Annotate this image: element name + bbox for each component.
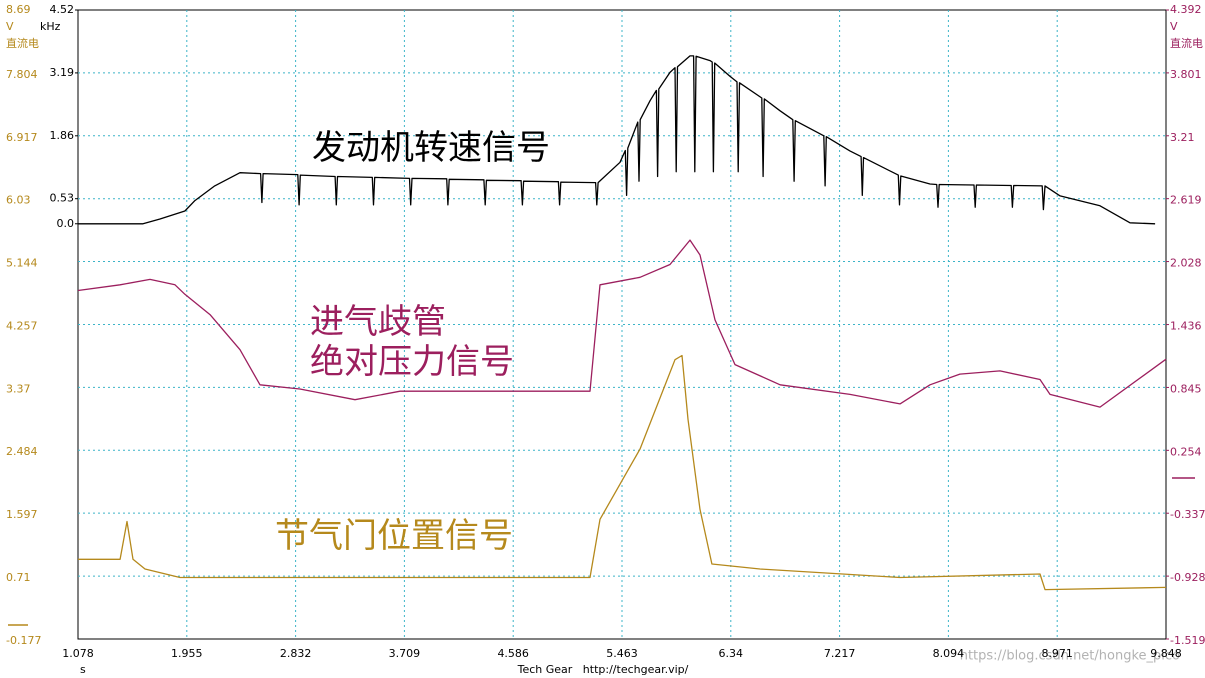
signal-line bbox=[78, 354, 1167, 591]
y2-tick-label: 1.436 bbox=[1170, 320, 1202, 333]
x-tick-label: 3.709 bbox=[389, 647, 421, 660]
y-tick-label: 0.71 bbox=[6, 571, 31, 584]
y3-tick-label: 1.86 bbox=[50, 129, 75, 142]
y2-tick-label: -0.928 bbox=[1170, 571, 1205, 584]
y3-tick-label: 0.53 bbox=[50, 192, 75, 205]
x-tick-label: 9.848 bbox=[1150, 647, 1182, 660]
x-tick-label: 5.463 bbox=[606, 647, 638, 660]
y3-tick-label: 0.0 bbox=[57, 217, 75, 230]
signal-name: 发动机转速信号 bbox=[312, 128, 550, 168]
y-desc: 直流电 bbox=[6, 36, 39, 50]
x-tick-label: 2.832 bbox=[280, 647, 312, 660]
x-tick-label: 8.971 bbox=[1041, 647, 1073, 660]
y3-tick-label: 4.52 bbox=[50, 3, 75, 16]
y-tick-label: -0.177 bbox=[6, 634, 41, 647]
y3-unit: kHz bbox=[40, 20, 61, 33]
y2-desc: 直流电 bbox=[1170, 36, 1203, 50]
y-tick-label: 3.37 bbox=[6, 382, 31, 395]
y2-tick-label: -1.519 bbox=[1170, 634, 1205, 647]
x-tick-label: 7.217 bbox=[824, 647, 856, 660]
y2-tick-label: 0.254 bbox=[1170, 445, 1202, 458]
x-tick-label: 8.094 bbox=[933, 647, 965, 660]
y-tick-label: 5.144 bbox=[6, 257, 38, 270]
y2-unit: V bbox=[1170, 20, 1178, 33]
x-tick-label: 1.955 bbox=[171, 647, 203, 660]
signal-name: 节气门位置信号 bbox=[275, 516, 513, 556]
x-tick-label: 4.586 bbox=[497, 647, 529, 660]
y2-tick-label: 0.845 bbox=[1170, 382, 1202, 395]
y-tick-label: 6.03 bbox=[6, 194, 31, 207]
y-tick-label: 8.69 bbox=[6, 3, 31, 16]
y2-tick-label: 3.801 bbox=[1170, 68, 1202, 81]
signal-line bbox=[77, 239, 1167, 408]
x-tick-label: 6.34 bbox=[719, 647, 744, 660]
y2-tick-label: 3.21 bbox=[1170, 131, 1195, 144]
footer: Tech Gear http://techgear.vip/ bbox=[517, 663, 689, 676]
y-tick-label: 2.484 bbox=[6, 445, 38, 458]
signal-name: 进气歧管 绝对压力信号 bbox=[310, 302, 514, 382]
y2-tick-label: 4.392 bbox=[1170, 3, 1202, 16]
plot-frame bbox=[77, 9, 1167, 640]
y2-tick-label: -0.337 bbox=[1170, 508, 1205, 521]
y-unit: V bbox=[6, 20, 14, 33]
y-tick-label: 6.917 bbox=[6, 131, 38, 144]
y-tick-label: 4.257 bbox=[6, 319, 38, 332]
y-tick-label: 1.597 bbox=[6, 508, 38, 521]
y2-tick-label: 2.028 bbox=[1170, 257, 1202, 270]
signal-line bbox=[78, 55, 1156, 225]
x-axis-label: s bbox=[80, 663, 86, 676]
watermark: https://blog.csdn.net/hongke_pico bbox=[960, 649, 1180, 664]
y3-tick-label: 3.19 bbox=[50, 66, 75, 79]
y2-tick-label: 2.619 bbox=[1170, 194, 1202, 207]
x-tick-label: 1.078 bbox=[62, 647, 94, 660]
y-tick-label: 7.804 bbox=[6, 68, 38, 81]
